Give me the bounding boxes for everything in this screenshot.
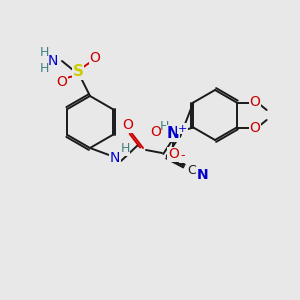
Text: +: + (178, 124, 187, 134)
Text: O: O (90, 51, 101, 65)
Text: O: O (249, 95, 260, 110)
Text: H: H (39, 62, 49, 76)
Text: O: O (168, 148, 179, 161)
Text: N: N (110, 151, 120, 165)
Text: H: H (120, 142, 130, 155)
Text: H: H (159, 121, 169, 134)
Text: S: S (73, 64, 83, 80)
Text: O: O (57, 75, 68, 89)
Text: O: O (123, 118, 134, 132)
Text: N: N (48, 54, 58, 68)
Text: O: O (249, 121, 260, 134)
Text: H: H (39, 46, 49, 59)
Text: N: N (197, 168, 209, 182)
Text: O: O (150, 124, 161, 139)
Text: -: - (180, 149, 184, 162)
Text: C: C (188, 164, 196, 176)
Text: N: N (167, 126, 180, 141)
